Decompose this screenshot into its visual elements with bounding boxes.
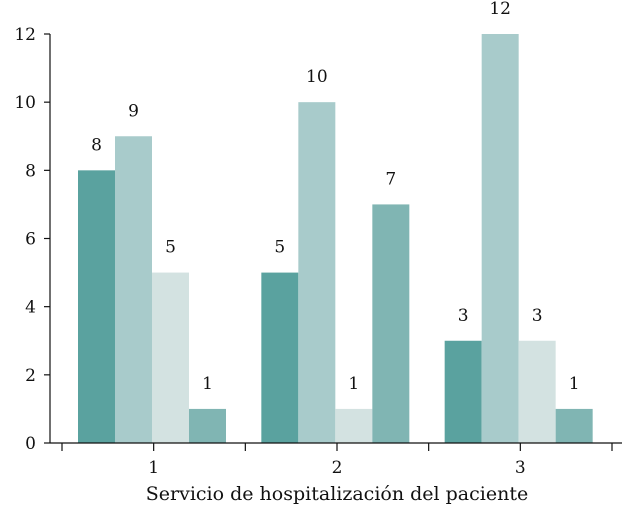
y-tick-label: 6 [25,230,36,250]
bar [78,170,115,444]
bar-value-label: 9 [128,101,139,121]
bar-value-label: 3 [458,306,469,326]
data-labels: 8 9 5 1 5 10 1 7 3 12 3 1 [91,0,579,394]
bar-value-label: 1 [348,374,359,394]
bar [518,340,556,443]
bar-value-label: 3 [532,306,543,326]
bar [261,272,299,443]
x-axis-title: Servicio de hospitalización del paciente [146,483,528,505]
x-tick-label: 1 [148,458,159,478]
bar-value-label: 5 [165,238,176,258]
y-tick-label: 2 [25,366,36,386]
bar [298,102,336,444]
bar [372,204,410,443]
bar-value-label: 7 [385,169,396,189]
bars [78,34,593,444]
bar-value-label: 8 [91,135,102,155]
bar-value-label: 1 [202,374,213,394]
bar [481,34,519,443]
bar-value-label: 1 [569,374,580,394]
y-tick-label: 4 [25,298,36,318]
bar-value-label: 5 [274,238,285,258]
bar [555,408,593,443]
bar [335,408,373,443]
bar [115,136,152,443]
bar [189,408,226,443]
bar [444,340,482,443]
bar [152,272,189,443]
bar-value-label: 10 [306,67,328,87]
x-tick-label: 2 [332,458,343,478]
y-tick-label: 10 [14,93,36,113]
y-tick-label: 0 [25,434,36,454]
y-axis-ticks: 0 2 4 6 8 10 12 [14,25,50,454]
x-tick-label: 3 [515,458,526,478]
x-axis-ticks: 1 2 3 [61,443,613,478]
bar-value-label: 12 [489,0,511,19]
y-tick-label: 8 [25,161,36,181]
y-tick-label: 12 [14,25,36,45]
